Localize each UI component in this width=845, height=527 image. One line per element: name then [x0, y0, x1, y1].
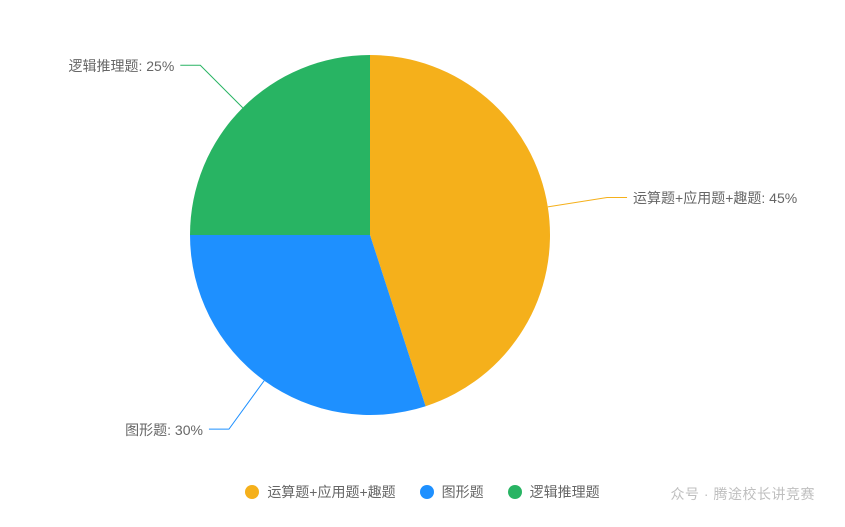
legend-item-1[interactable]: 图形题 [420, 482, 484, 502]
legend-marker-icon [508, 485, 522, 499]
pie-slice-label-2: 逻辑推理题: 25% [68, 56, 174, 76]
legend-marker-icon [420, 485, 434, 499]
pie-chart-svg [0, 0, 845, 522]
legend-label: 运算题+应用题+趣题 [267, 482, 395, 502]
pie-leader-2 [180, 65, 242, 107]
pie-chart-container: 运算题+应用题+趣题: 45% 图形题: 30% 逻辑推理题: 25% [0, 0, 845, 522]
legend-label: 图形题 [442, 482, 484, 502]
pie-slice-label-1: 图形题: 30% [125, 420, 203, 440]
legend-item-0[interactable]: 运算题+应用题+趣题 [245, 482, 395, 502]
legend-marker-icon [245, 485, 259, 499]
pie-leader-1 [209, 381, 264, 430]
chart-legend: 运算题+应用题+趣题 图形题 逻辑推理题 [0, 482, 845, 502]
pie-leader-0 [548, 197, 627, 206]
legend-item-2[interactable]: 逻辑推理题 [508, 482, 600, 502]
legend-label: 逻辑推理题 [530, 482, 600, 502]
pie-slice-label-0: 运算题+应用题+趣题: 45% [633, 188, 797, 208]
